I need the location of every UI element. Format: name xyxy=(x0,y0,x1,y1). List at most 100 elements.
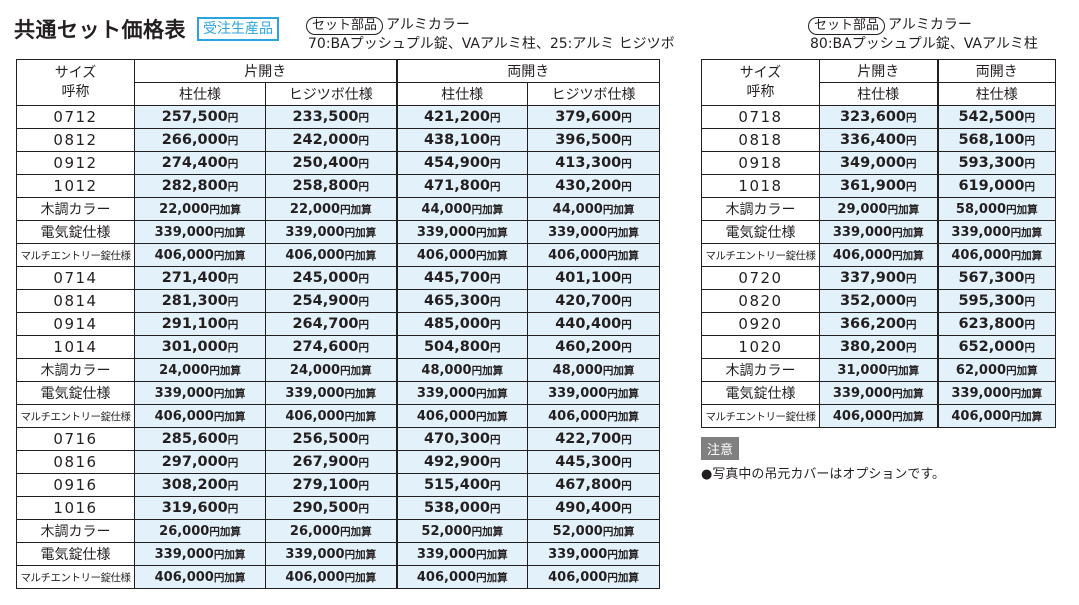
price-cell: 366,200円 xyxy=(819,312,938,336)
price-cell: 291,100円 xyxy=(134,312,266,336)
price-value: 445,300 xyxy=(555,454,622,470)
price-cell: 339,000円加算 xyxy=(134,542,266,566)
table-row: 1018 361,900円 619,000円 xyxy=(701,174,1056,198)
row-size-label: マルチエントリー錠仕様 xyxy=(701,243,820,267)
price-value: 515,400 xyxy=(423,477,491,493)
price-unit: 円 xyxy=(621,503,632,515)
price-unit: 円 xyxy=(490,319,501,331)
price-cell: 438,100円 xyxy=(395,128,528,152)
price-cell: 323,600円 xyxy=(819,105,938,129)
size-sublabel: 呼称 xyxy=(61,83,90,100)
price-value: 422,700 xyxy=(555,431,622,447)
price-cell: 490,400円 xyxy=(527,496,660,520)
price-cell: 470,300円 xyxy=(395,427,528,451)
price-value: 406,000 xyxy=(154,408,214,424)
price-value: 308,200 xyxy=(161,477,228,493)
row-size-label: 1014 xyxy=(16,335,135,359)
price-value: 504,800 xyxy=(423,339,491,355)
price-unit: 円 xyxy=(227,480,239,492)
row-size-label: 0720 xyxy=(701,266,820,290)
price-value: 595,300 xyxy=(958,293,1025,309)
row-size-label: 0918 xyxy=(701,151,820,175)
price-cell: 339,000円加算 xyxy=(265,220,397,244)
price-value: 339,000 xyxy=(832,224,893,240)
set-parts-pill: セット部品 xyxy=(808,17,886,35)
price-value: 339,000 xyxy=(154,546,214,562)
price-unit: 円 xyxy=(358,296,370,308)
price-value: 52,000 xyxy=(552,523,603,539)
table-row: 1016 319,600円 290,500円 538,000円 490,400円 xyxy=(16,496,660,520)
price-value: 593,300 xyxy=(958,155,1025,171)
size-header: サイズ 呼称 xyxy=(701,59,820,106)
table-row: 0916 308,200円 279,100円 515,400円 467,800円 xyxy=(16,473,660,497)
table-row: 0712 257,500円 233,500円 421,200円 379,600円 xyxy=(16,105,660,129)
size-label: サイズ xyxy=(739,64,782,81)
price-value: 366,200 xyxy=(839,316,907,332)
col-pillar: 柱仕様 xyxy=(936,82,1056,106)
price-cell: 504,800円 xyxy=(395,335,528,359)
price-value: 279,100 xyxy=(292,477,359,493)
price-cell: 282,800円 xyxy=(134,174,266,198)
price-cell: 406,000円加算 xyxy=(395,243,528,267)
price-value: 258,800 xyxy=(292,178,359,194)
table-row: 木調カラー 29,000円加算 58,000円加算 xyxy=(701,197,1056,221)
row-size-label: 電気錠仕様 xyxy=(16,220,135,244)
row-size-label: 0916 xyxy=(16,473,135,497)
price-unit: 円 xyxy=(906,319,917,331)
price-cell: 290,500円 xyxy=(265,496,397,520)
price-cell: 485,000円 xyxy=(395,312,528,336)
price-cell: 542,500円 xyxy=(936,105,1056,129)
price-value: 282,800 xyxy=(161,178,228,194)
price-value: 465,300 xyxy=(423,293,491,309)
price-value: 256,500 xyxy=(292,431,359,447)
price-unit: 円 xyxy=(490,342,501,354)
price-value: 406,000 xyxy=(416,408,477,424)
price-cell: 266,000円 xyxy=(134,128,266,152)
price-value: 567,300 xyxy=(958,270,1025,286)
price-value: 619,000 xyxy=(958,178,1025,194)
price-cell: 361,900円 xyxy=(819,174,938,198)
price-cell: 258,800円 xyxy=(265,174,397,198)
price-unit: 円 xyxy=(358,434,370,446)
price-value: 339,000 xyxy=(285,385,345,401)
price-cell: 471,800円 xyxy=(395,174,528,198)
price-unit: 円加算 xyxy=(887,203,920,216)
set-color: アルミカラー xyxy=(386,17,470,33)
price-value: 301,000 xyxy=(161,339,228,355)
price-cell: 339,000円加算 xyxy=(265,542,397,566)
price-cell: 440,400円 xyxy=(527,312,660,336)
price-value: 623,800 xyxy=(958,316,1025,332)
row-size-label: マルチエントリー錠仕様 xyxy=(16,404,135,428)
price-value: 319,600 xyxy=(161,500,228,516)
price-value: 568,100 xyxy=(958,132,1025,148)
price-value: 254,900 xyxy=(292,293,359,309)
price-value: 266,000 xyxy=(161,132,228,148)
price-cell: 339,000円加算 xyxy=(936,381,1056,405)
price-value: 290,500 xyxy=(292,500,359,516)
price-unit: 円 xyxy=(906,342,917,354)
price-unit: 円加算 xyxy=(476,249,508,262)
price-cell: 339,000円加算 xyxy=(527,220,660,244)
price-value: 339,000 xyxy=(548,224,608,240)
table-row: 木調カラー 26,000円加算 26,000円加算 52,000円加算 52,000円加… xyxy=(16,519,660,543)
row-size-label: 0814 xyxy=(16,289,135,313)
price-cell: 301,000円 xyxy=(134,335,266,359)
price-unit: 円加算 xyxy=(344,226,377,239)
price-value: 406,000 xyxy=(154,247,214,263)
row-size-label: 木調カラー xyxy=(701,197,820,221)
price-unit: 円加算 xyxy=(476,387,508,400)
price-cell: 406,000円加算 xyxy=(265,404,397,428)
price-unit: 円 xyxy=(906,135,917,147)
price-cell: 406,000円加算 xyxy=(134,565,266,589)
price-unit: 円 xyxy=(621,135,632,147)
price-cell: 339,000円加算 xyxy=(527,381,660,405)
price-unit: 円 xyxy=(1024,296,1036,308)
price-unit: 円加算 xyxy=(887,364,920,377)
price-cell: 401,100円 xyxy=(527,266,660,290)
table-row: 0818 336,400円 568,100円 xyxy=(701,128,1056,152)
price-value: 44,000 xyxy=(552,201,603,217)
price-unit: 円 xyxy=(621,158,632,170)
price-unit: 円 xyxy=(358,319,370,331)
set-parts-info-right: セット部品 アルミカラー 80:BAプッシュプル錠、VAアルミ柱 xyxy=(808,16,1038,53)
table-row: 0820 352,000円 595,300円 xyxy=(701,289,1056,313)
